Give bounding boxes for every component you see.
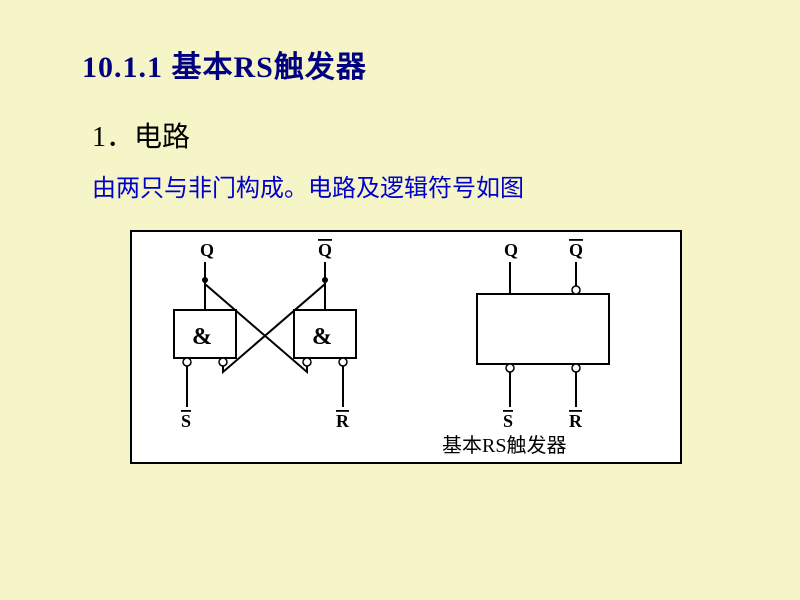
rbar-label-right: R bbox=[569, 411, 583, 431]
diagram-svg: & & Q Q S R Q Q S R 基本RS触发器 bbox=[132, 232, 680, 462]
q-tap-dot bbox=[202, 277, 208, 283]
sym-s-bubble bbox=[506, 364, 514, 372]
rbar-label-left: R bbox=[336, 411, 350, 431]
sym-qbar-bubble bbox=[572, 286, 580, 294]
s-bubble-left bbox=[183, 358, 191, 366]
qbar-label-right: Q bbox=[569, 240, 583, 260]
r-bubble-left bbox=[339, 358, 347, 366]
section-subtitle: 1．电路 bbox=[92, 115, 190, 155]
rs-symbol-rect bbox=[477, 294, 609, 364]
circuit-diagram: & & Q Q S R Q Q S R 基本RS触发器 bbox=[130, 230, 682, 464]
sbar-label-right: S bbox=[503, 411, 513, 431]
section-description: 由两只与非门构成。电路及逻辑符号如图 bbox=[92, 168, 524, 203]
section-title: 10.1.1 基本RS触发器 bbox=[82, 42, 367, 86]
gate1-amp: & bbox=[192, 324, 212, 350]
q-label-left: Q bbox=[200, 240, 214, 260]
sym-r-bubble bbox=[572, 364, 580, 372]
gate1-in-bubble bbox=[219, 358, 227, 366]
sbar-label-left: S bbox=[181, 411, 191, 431]
gate2-in-bubble bbox=[303, 358, 311, 366]
gate2-amp: & bbox=[312, 324, 332, 350]
qbar-label-left: Q bbox=[318, 240, 332, 260]
qbar-tap-dot bbox=[322, 277, 328, 283]
q-label-right: Q bbox=[504, 240, 518, 260]
diagram-caption: 基本RS触发器 bbox=[442, 434, 566, 457]
